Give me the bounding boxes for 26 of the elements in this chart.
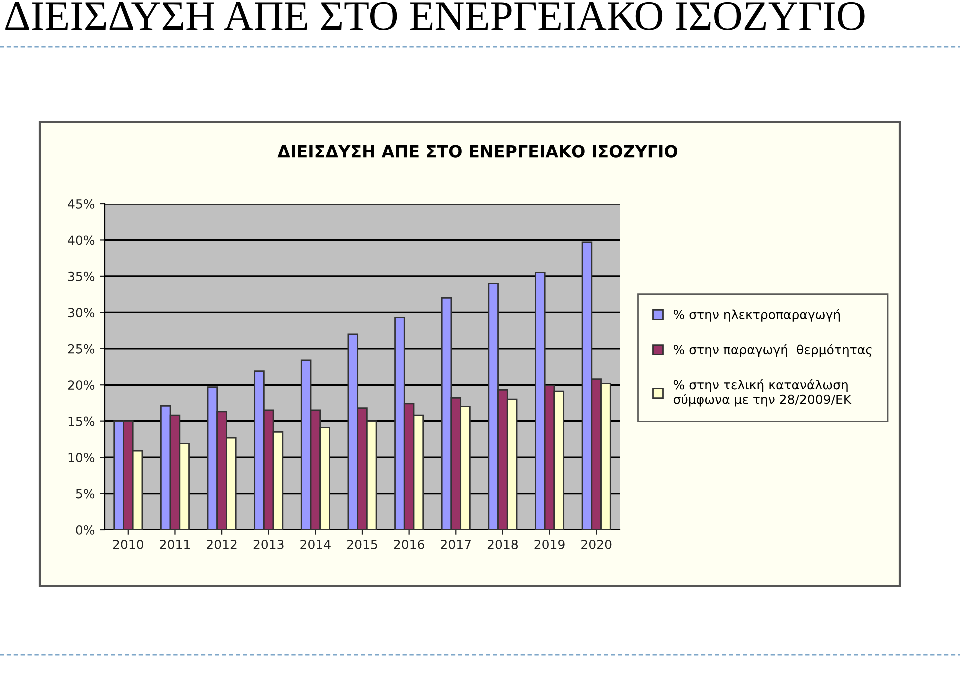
x-tick-label: 2018 (488, 540, 518, 550)
chart-subtitle: ΔΙΕΙΣΔΥΣΗ ΑΠΕ ΣΤΟ ΕΝΕΡΓΕΙΑΚΟ ΙΣΟΖΥΓΙΟ (278, 145, 678, 158)
y-tick-label: 10% (68, 453, 95, 462)
y-tick-label: 25% (68, 344, 95, 354)
x-tick-label: 2014 (300, 540, 331, 550)
y-tick-label: 0% (76, 525, 95, 535)
legend-label: % στην παραγωγή θερμότητας (674, 344, 872, 358)
x-tick-label: 2016 (394, 540, 424, 550)
x-tick-label: 2017 (441, 540, 471, 550)
y-tick-label: 15% (68, 416, 95, 426)
y-tick-label: 40% (68, 236, 95, 246)
chart-title: ΔΙΕΙΣΔΥΣΗ ΑΠΕ ΣΤΟ ΕΝΕΡΓΕΙΑΚΟ ΙΣΟΖΥΓΙΟ (6, 2, 865, 30)
legend-label: % στην τελική κατανάλωση σύμφωνα με την 28/2009/ΕΚ (674, 380, 852, 407)
y-tick-label: 5% (76, 489, 95, 499)
y-tick-label: 45% (68, 199, 95, 209)
x-tick-label: 2012 (207, 540, 237, 550)
x-tick-label: 2020 (582, 540, 612, 550)
y-tick-label: 30% (68, 308, 95, 318)
x-tick-label: 2013 (254, 540, 284, 550)
x-tick-label: 2010 (113, 540, 144, 550)
x-tick-label: 2011 (160, 540, 190, 550)
x-tick-label: 2019 (534, 540, 565, 550)
y-tick-label: 20% (68, 380, 95, 390)
legend-label: % στην ηλεκτροπαραγωγή (674, 309, 840, 322)
y-tick-label: 35% (68, 272, 95, 282)
x-tick-label: 2015 (348, 540, 378, 550)
